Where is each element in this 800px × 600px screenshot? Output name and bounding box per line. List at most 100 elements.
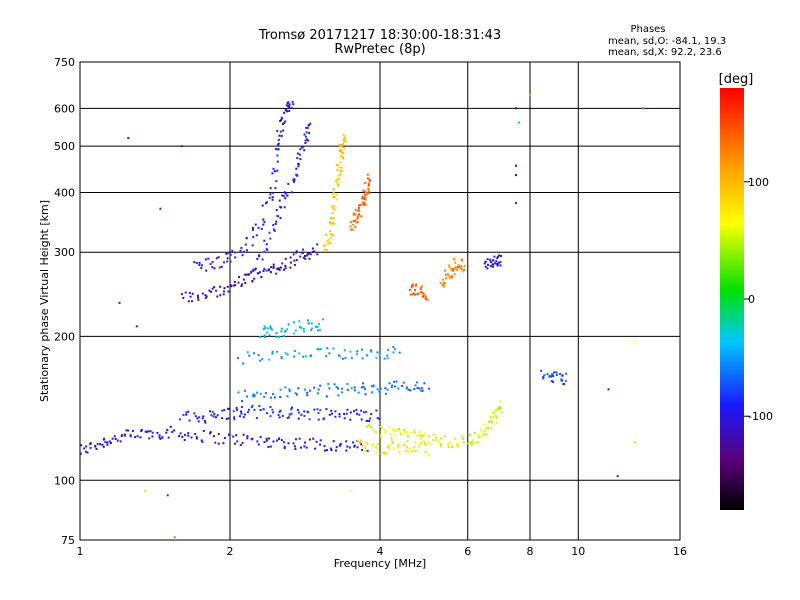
- data-point: [409, 432, 412, 435]
- data-point: [293, 259, 296, 262]
- data-point: [200, 267, 203, 269]
- data-point: [323, 417, 326, 420]
- data-point: [237, 281, 240, 284]
- data-point: [445, 277, 448, 280]
- data-point: [284, 386, 287, 389]
- data-point: [427, 440, 430, 443]
- data-point: [149, 430, 152, 433]
- data-point: [252, 235, 255, 238]
- data-point: [364, 393, 367, 396]
- data-point: [271, 198, 274, 201]
- data-point: [171, 431, 174, 433]
- data-point: [451, 445, 453, 448]
- data-point: [555, 371, 558, 374]
- data-point: [437, 440, 440, 443]
- data-point: [270, 271, 272, 274]
- data-point: [294, 329, 297, 332]
- data-point: [201, 417, 204, 420]
- stats-x-mode: mean, sd,X: 92.2, 23.6: [608, 47, 722, 58]
- data-point: [349, 350, 352, 353]
- data-point: [145, 430, 148, 433]
- data-point: [414, 450, 417, 452]
- data-point: [352, 220, 355, 222]
- data-point: [370, 385, 373, 388]
- data-point: [403, 432, 406, 435]
- data-point: [356, 215, 359, 218]
- data-point: [365, 410, 368, 413]
- data-point: [304, 257, 307, 260]
- data-point: [335, 193, 338, 196]
- data-point: [329, 221, 331, 224]
- data-point: [424, 297, 427, 300]
- data-point: [276, 268, 279, 271]
- data-point: [443, 435, 446, 437]
- data-point: [271, 352, 274, 355]
- data-point: [399, 431, 402, 434]
- data-point: [281, 327, 283, 330]
- data-point: [302, 328, 305, 330]
- data-point: [634, 441, 637, 444]
- data-point: [276, 160, 279, 163]
- data-point: [270, 396, 272, 399]
- data-point: [247, 273, 250, 276]
- data-point: [424, 451, 427, 454]
- data-point: [254, 223, 257, 226]
- data-point: [89, 443, 92, 445]
- data-point: [355, 353, 358, 355]
- data-point: [424, 444, 427, 446]
- data-point: [280, 266, 282, 269]
- data-point: [245, 237, 248, 240]
- data-point: [345, 449, 348, 452]
- data-point: [342, 142, 345, 145]
- data-point: [325, 355, 328, 358]
- data-point: [324, 449, 326, 452]
- data-point: [260, 276, 263, 278]
- data-point: [223, 287, 226, 290]
- data-point: [195, 437, 198, 440]
- data-point: [350, 387, 353, 390]
- data-point: [418, 431, 421, 433]
- data-point: [211, 287, 214, 290]
- data-point: [334, 180, 337, 183]
- data-point: [207, 257, 210, 260]
- data-point: [419, 286, 422, 289]
- data-point: [317, 418, 320, 421]
- data-point: [540, 369, 543, 372]
- data-point: [375, 431, 377, 434]
- data-point: [189, 295, 192, 298]
- data-point: [236, 357, 239, 359]
- data-point: [283, 191, 286, 194]
- data-point: [236, 408, 239, 411]
- data-point: [451, 267, 453, 270]
- data-point: [343, 417, 346, 420]
- data-point: [258, 271, 261, 274]
- data-point: [106, 441, 109, 444]
- data-point: [346, 445, 349, 448]
- data-point: [280, 330, 283, 333]
- data-point: [179, 418, 182, 421]
- data-point: [308, 257, 311, 260]
- data-point: [387, 348, 389, 351]
- data-point: [289, 261, 292, 264]
- data-point: [481, 431, 484, 434]
- data-point: [366, 450, 369, 452]
- data-point: [551, 373, 554, 376]
- data-point: [409, 450, 412, 453]
- data-point: [331, 412, 333, 415]
- y-axis-label: Stationary phase Virtual Height [km]: [38, 200, 51, 402]
- data-point: [316, 243, 319, 246]
- data-point: [303, 445, 306, 448]
- data-point: [362, 382, 365, 385]
- data-point: [559, 372, 561, 375]
- data-point: [246, 437, 249, 440]
- data-point: [204, 258, 207, 261]
- data-point: [111, 437, 114, 440]
- data-point: [198, 261, 201, 264]
- data-point: [265, 269, 268, 272]
- data-point: [271, 172, 274, 175]
- data-point: [215, 289, 218, 292]
- data-point: [476, 433, 479, 436]
- data-point: [268, 358, 271, 361]
- data-point: [325, 233, 328, 236]
- data-point: [441, 278, 444, 281]
